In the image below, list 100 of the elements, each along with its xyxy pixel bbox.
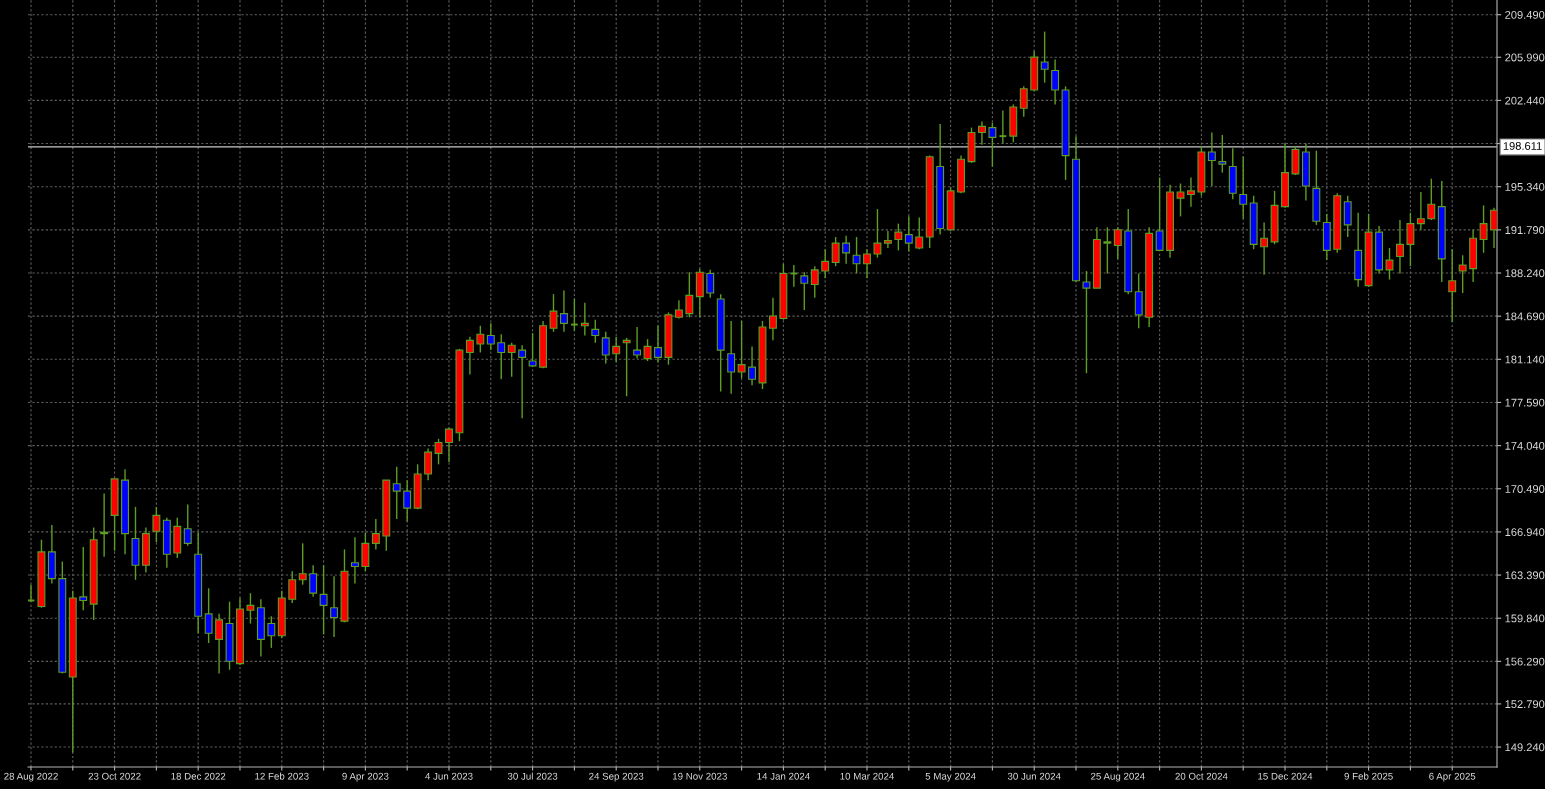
x-tick-label: 12 Feb 2023	[255, 772, 309, 780]
candlestick	[1134, 272, 1143, 329]
candlestick	[601, 331, 610, 365]
x-tick-label: 20 Oct 2024	[1175, 772, 1228, 780]
candlestick	[1260, 221, 1269, 276]
candlestick	[486, 322, 495, 351]
candlestick	[831, 236, 840, 267]
candlestick	[800, 271, 809, 311]
candlestick	[863, 248, 871, 280]
candlestick	[978, 120, 986, 146]
candlestick	[988, 122, 997, 168]
candlestick	[1218, 134, 1227, 174]
candlestick	[319, 564, 328, 636]
candlestick	[643, 338, 652, 362]
candlestick	[100, 492, 109, 558]
candlestick	[445, 427, 453, 463]
candlestick	[309, 564, 318, 598]
candlestick	[768, 297, 777, 342]
x-tick-label: 28 Aug 2022	[4, 772, 58, 782]
candlestick	[1448, 248, 1457, 323]
candlestick	[570, 298, 579, 332]
candlestick	[1239, 156, 1248, 220]
candlestick	[1416, 191, 1425, 231]
candlestick	[330, 575, 338, 638]
x-tick-label: 15 Dec 2024	[1258, 772, 1313, 780]
candlestick	[371, 518, 380, 551]
x-tick-label: 10 Mar 2024	[840, 772, 895, 780]
candlestick	[434, 438, 443, 466]
candlestick	[424, 447, 433, 481]
candlestick	[612, 336, 621, 363]
candlestick	[1187, 176, 1195, 208]
candlestick	[1113, 226, 1122, 260]
candlestick	[654, 325, 662, 363]
x-tick-label: 9 Feb 2025	[1344, 772, 1393, 780]
candlestick	[288, 570, 297, 604]
candlestick	[894, 222, 903, 252]
candlestick	[748, 345, 757, 387]
candlestick	[507, 342, 516, 378]
x-tick-label: 9 Apr 2023	[342, 772, 389, 782]
y-tick-label: 149.240	[1505, 743, 1545, 752]
candlestick	[1019, 85, 1028, 118]
candlestick	[361, 531, 370, 572]
y-tick-label: 188.240	[1505, 269, 1545, 278]
x-tick-label: 19 Nov 2023	[672, 772, 727, 780]
y-tick-label: 177.590	[1505, 398, 1545, 407]
candlestick	[204, 587, 213, 644]
candlestick	[727, 320, 736, 395]
x-tick-label: 30 Jul 2023	[507, 772, 558, 780]
x-tick-label: 30 Jun 2024	[1007, 772, 1061, 780]
candlestick	[298, 542, 307, 586]
y-tick-label: 202.440	[1505, 96, 1545, 105]
candlestick	[873, 208, 882, 259]
candlestick	[215, 613, 224, 675]
candlestick	[706, 269, 715, 299]
candlestick	[810, 265, 819, 299]
y-tick-label: 184.690	[1505, 312, 1545, 321]
x-tick-label: 25 Aug 2024	[1090, 772, 1145, 782]
candlestick	[1082, 270, 1091, 374]
candlestick	[476, 325, 485, 354]
candlestick	[267, 615, 276, 649]
candlestick	[79, 546, 88, 611]
candlestick	[518, 344, 527, 419]
candlestick	[392, 466, 401, 520]
candlestick	[1385, 247, 1394, 281]
x-tick-label: 24 Sep 2023	[589, 772, 644, 782]
y-tick-label: 166.940	[1505, 528, 1545, 537]
candlestick	[1427, 177, 1436, 221]
candlestick	[1207, 131, 1216, 187]
y-tick-label: 159.840	[1505, 614, 1545, 623]
candlestick	[559, 289, 568, 333]
x-tick-label: 14 Jan 2024	[757, 772, 810, 780]
y-tick-label: 156.290	[1505, 657, 1545, 666]
y-tick-label: 174.040	[1505, 441, 1545, 450]
y-tick-label: 205.990	[1505, 53, 1545, 62]
candlestick	[1176, 182, 1185, 218]
candlestick	[465, 336, 474, 376]
candlestick	[246, 592, 255, 625]
candlestick	[1051, 58, 1060, 106]
candlestick	[852, 236, 861, 275]
candlestick	[528, 332, 537, 368]
candlestick	[549, 293, 558, 333]
y-tick-label: 191.790	[1505, 226, 1545, 234]
candlestick	[883, 230, 892, 249]
y-tick-label: 163.390	[1505, 571, 1545, 580]
candlestick	[998, 109, 1008, 145]
candlestick	[591, 318, 600, 344]
x-tick-label: 5 May 2024	[925, 772, 976, 782]
candlestick	[1040, 30, 1049, 84]
candlestick	[1155, 176, 1164, 252]
candlestick	[1103, 226, 1112, 275]
candlestick	[633, 326, 642, 360]
y-tick-label: 170.490	[1505, 485, 1545, 493]
candlestick	[904, 215, 913, 253]
candlestick	[1458, 254, 1467, 294]
candlestick	[915, 216, 924, 250]
x-tick-label: 4 Jun 2023	[425, 772, 473, 780]
candlestick	[685, 271, 694, 318]
candlestick	[821, 248, 830, 280]
candlestick	[403, 479, 412, 523]
x-tick-label: 6 Apr 2025	[1429, 772, 1476, 782]
